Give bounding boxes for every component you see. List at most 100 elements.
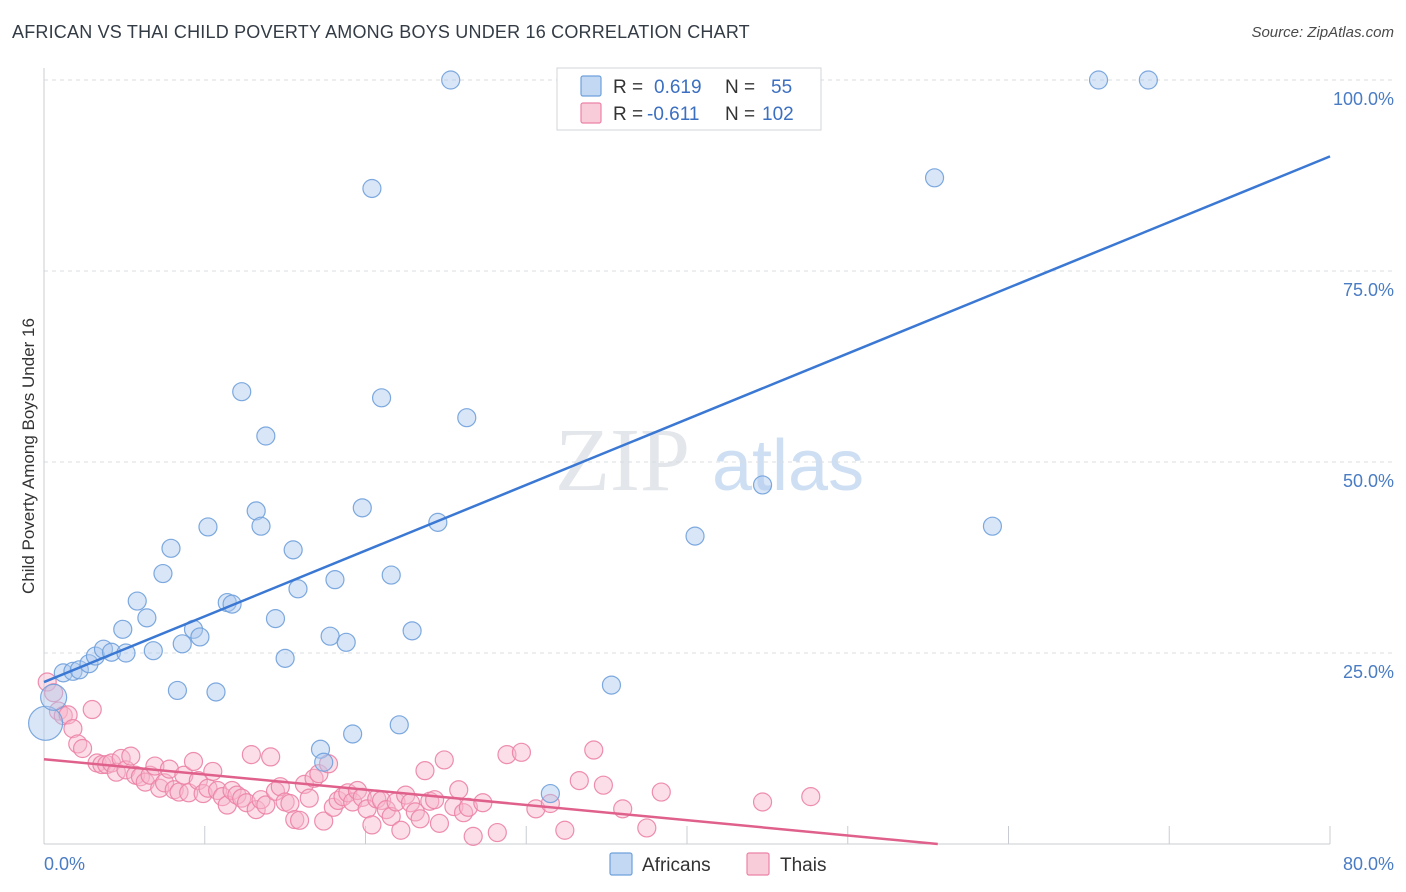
data-point bbox=[601, 675, 622, 695]
data-point bbox=[121, 746, 141, 766]
data-point bbox=[137, 608, 157, 628]
data-point bbox=[203, 761, 223, 782]
data-point bbox=[143, 641, 163, 661]
data-point bbox=[685, 526, 705, 546]
trend-line-africans bbox=[43, 155, 1331, 684]
data-point bbox=[275, 648, 295, 668]
data-point bbox=[352, 498, 372, 518]
data-point bbox=[283, 540, 303, 560]
data-point bbox=[463, 826, 483, 846]
data-point bbox=[441, 70, 461, 90]
data-point bbox=[336, 632, 356, 652]
data-point bbox=[449, 780, 469, 800]
data-point bbox=[1138, 70, 1158, 90]
data-point bbox=[381, 565, 401, 585]
data-point bbox=[389, 715, 409, 735]
data-point bbox=[246, 501, 266, 521]
data-point bbox=[801, 787, 821, 807]
data-point bbox=[429, 813, 450, 833]
data-point bbox=[540, 783, 560, 804]
data-point bbox=[167, 680, 188, 701]
data-point bbox=[183, 751, 204, 772]
data-point bbox=[381, 806, 401, 827]
x-tick-label-min: 0.0% bbox=[44, 854, 85, 874]
y-tick-labels: 25.0% 50.0% 75.0% 100.0% bbox=[1333, 89, 1394, 682]
data-point bbox=[265, 609, 286, 629]
data-point bbox=[190, 627, 210, 647]
data-point bbox=[280, 793, 300, 814]
source-credit: Source: ZipAtlas.com bbox=[1251, 24, 1394, 41]
data-point bbox=[637, 818, 657, 838]
legend-africans-swatch bbox=[609, 852, 633, 876]
data-point bbox=[323, 797, 343, 817]
data-point bbox=[593, 775, 614, 795]
data-point bbox=[497, 745, 517, 765]
data-point bbox=[457, 408, 477, 428]
x-tick-label-max: 80.0% bbox=[1343, 854, 1394, 874]
data-point bbox=[555, 820, 575, 840]
africans-swatch bbox=[580, 75, 602, 97]
data-point bbox=[752, 475, 773, 495]
y-tick-label: 50.0% bbox=[1343, 471, 1394, 491]
data-point bbox=[752, 792, 773, 812]
data-point bbox=[371, 388, 392, 408]
thais-swatch bbox=[580, 102, 602, 124]
data-point bbox=[113, 619, 133, 639]
data-point bbox=[236, 793, 257, 813]
data-point bbox=[376, 800, 396, 820]
data-point bbox=[172, 634, 192, 654]
data-point bbox=[28, 705, 64, 741]
data-point bbox=[325, 570, 345, 590]
thais-n-label: N = bbox=[725, 104, 755, 125]
data-point bbox=[198, 517, 218, 537]
data-point bbox=[320, 626, 340, 646]
data-point bbox=[314, 752, 334, 772]
data-point bbox=[72, 738, 93, 759]
series-thais bbox=[37, 672, 821, 846]
data-point bbox=[651, 782, 671, 802]
thais-r-value: -0.611 bbox=[647, 104, 699, 125]
watermark-atlas: atlas bbox=[712, 426, 864, 506]
data-point bbox=[924, 168, 945, 188]
chart-title: AFRICAN VS THAI CHILD POVERTY AMONG BOYS… bbox=[12, 22, 750, 42]
data-point bbox=[127, 591, 147, 611]
data-point bbox=[511, 742, 532, 762]
data-point bbox=[391, 820, 411, 840]
watermark: ZIP atlas bbox=[555, 411, 864, 510]
data-point bbox=[40, 683, 68, 711]
data-point bbox=[256, 795, 276, 815]
data-point bbox=[314, 811, 334, 831]
data-point bbox=[246, 800, 266, 820]
data-point bbox=[362, 815, 382, 835]
data-point bbox=[241, 745, 261, 765]
gridlines bbox=[44, 79, 1394, 654]
data-point bbox=[487, 822, 507, 843]
data-point bbox=[299, 788, 319, 808]
africans-n-value: 55 bbox=[771, 77, 792, 98]
data-point bbox=[289, 810, 310, 830]
y-axis-title: Child Poverty Among Boys Under 16 bbox=[19, 318, 38, 594]
data-point bbox=[82, 699, 102, 720]
data-point bbox=[402, 621, 422, 641]
thais-r-label: R = bbox=[613, 104, 643, 125]
y-tick-label: 75.0% bbox=[1343, 280, 1394, 300]
data-point bbox=[161, 538, 181, 558]
data-point bbox=[362, 178, 382, 199]
data-point bbox=[251, 516, 271, 536]
data-point bbox=[434, 750, 454, 770]
data-point bbox=[343, 724, 363, 744]
legend-thais-label: Thais bbox=[780, 855, 826, 876]
data-point bbox=[415, 761, 435, 781]
data-point bbox=[261, 747, 281, 767]
legend-thais-swatch bbox=[746, 852, 770, 876]
y-tick-label: 100.0% bbox=[1333, 89, 1394, 109]
africans-r-value: 0.619 bbox=[654, 77, 702, 98]
data-point bbox=[153, 563, 173, 584]
stats-legend: R = 0.619 N = 55 R = -0.611 N = 102 bbox=[556, 67, 822, 131]
data-point bbox=[63, 719, 83, 739]
data-point bbox=[174, 765, 194, 785]
data-point bbox=[410, 809, 430, 829]
data-point bbox=[206, 682, 226, 702]
data-point bbox=[405, 802, 425, 822]
